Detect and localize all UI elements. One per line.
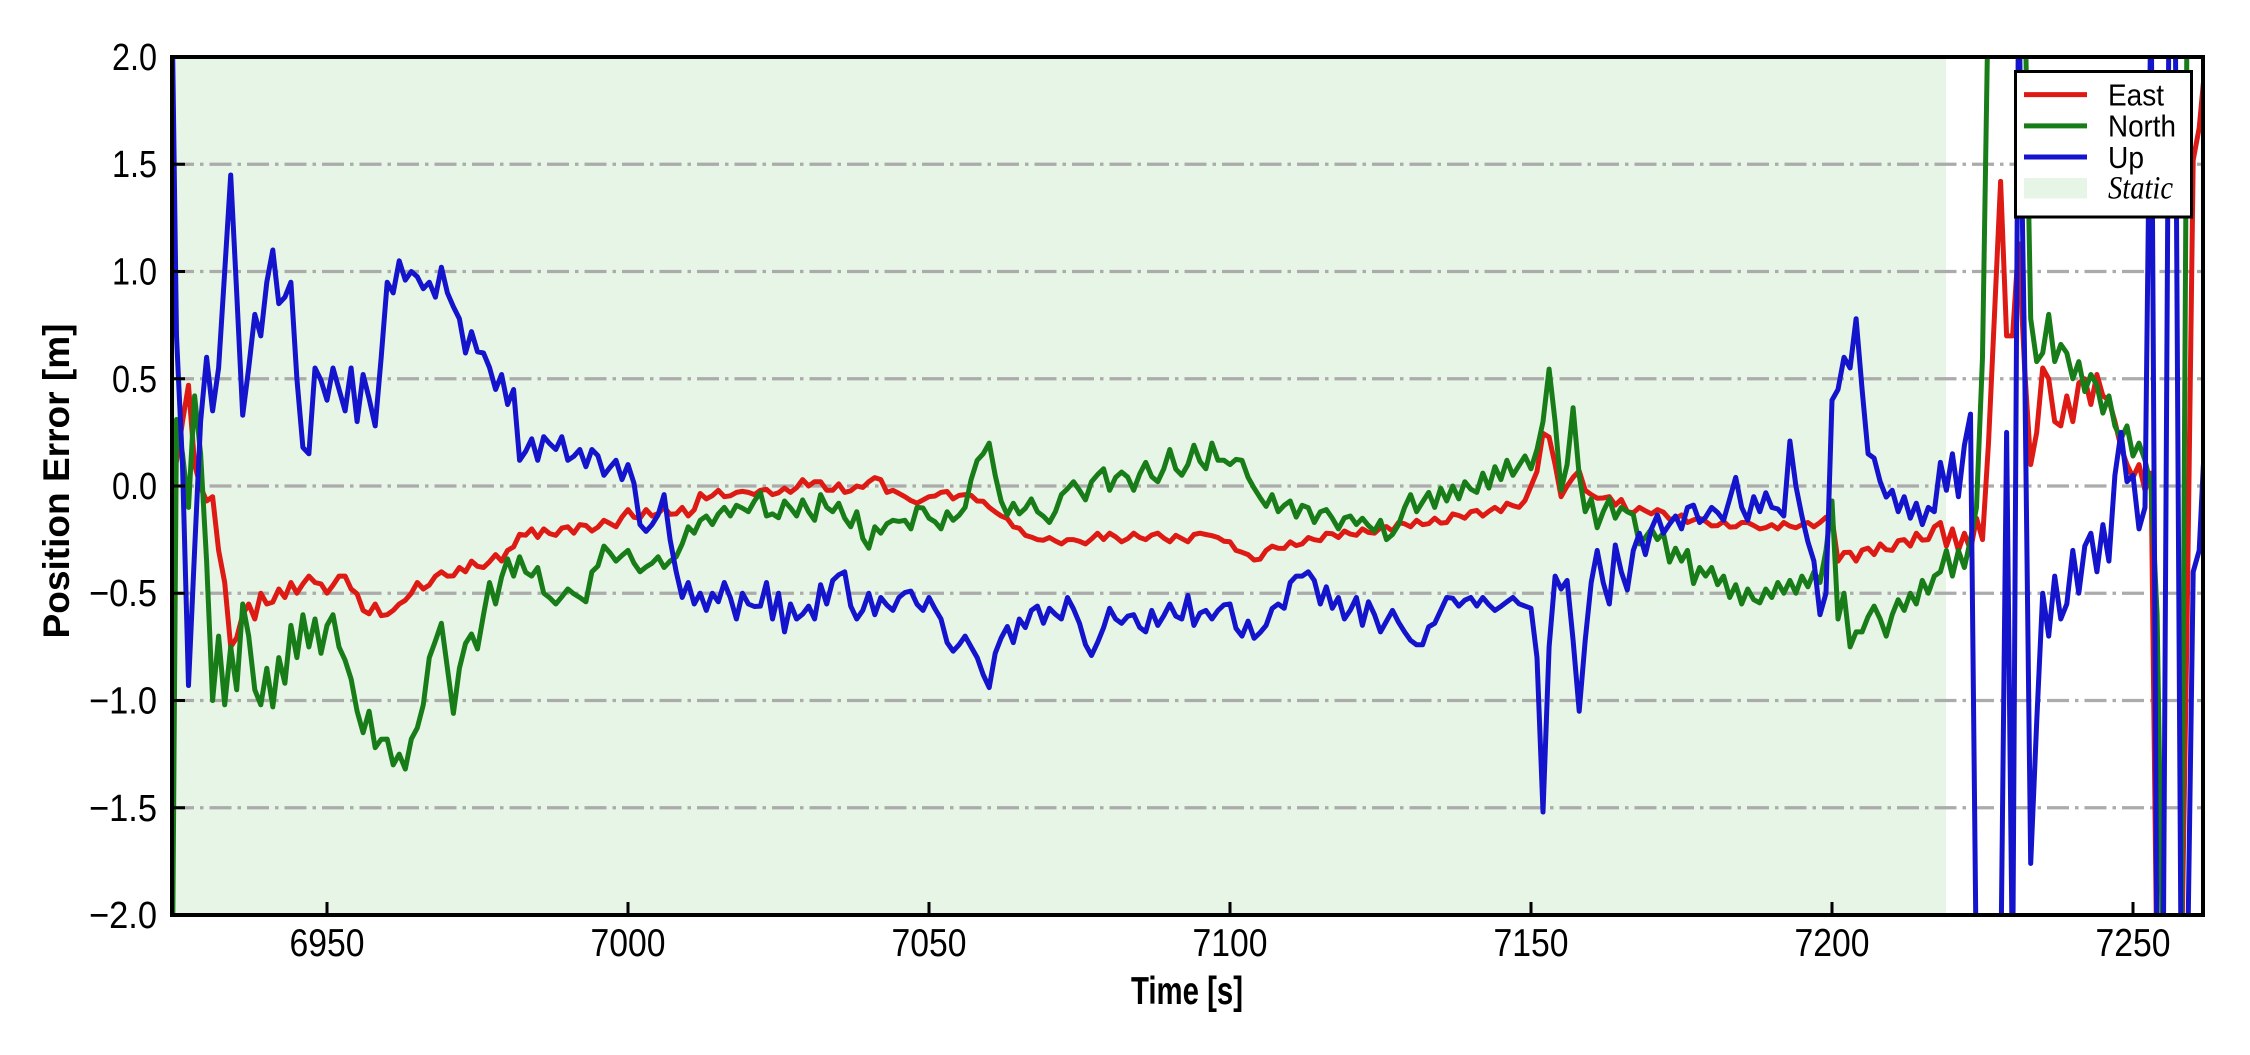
svg-text:−2.0: −2.0	[89, 895, 157, 937]
svg-text:Position Error [m]: Position Error [m]	[36, 324, 77, 639]
svg-text:6950: 6950	[290, 922, 365, 965]
svg-text:7200: 7200	[1795, 922, 1870, 965]
svg-text:−0.5: −0.5	[89, 573, 157, 615]
svg-text:North: North	[2108, 109, 2176, 144]
svg-text:Static: Static	[2108, 171, 2173, 207]
svg-text:7050: 7050	[892, 922, 967, 965]
svg-text:Up: Up	[2108, 140, 2144, 175]
svg-text:1.0: 1.0	[112, 252, 157, 294]
svg-text:Time [s]: Time [s]	[1131, 970, 1243, 1013]
svg-text:0.0: 0.0	[112, 466, 157, 508]
svg-text:7000: 7000	[591, 922, 666, 965]
svg-text:1.5: 1.5	[112, 144, 157, 186]
svg-text:7250: 7250	[2096, 922, 2171, 965]
svg-text:7100: 7100	[1193, 922, 1268, 965]
svg-text:East: East	[2108, 77, 2164, 112]
svg-text:−1.0: −1.0	[89, 681, 157, 723]
svg-text:−1.5: −1.5	[89, 788, 157, 830]
svg-text:0.5: 0.5	[112, 359, 157, 401]
svg-text:2.0: 2.0	[112, 37, 157, 79]
svg-text:7150: 7150	[1494, 922, 1569, 965]
